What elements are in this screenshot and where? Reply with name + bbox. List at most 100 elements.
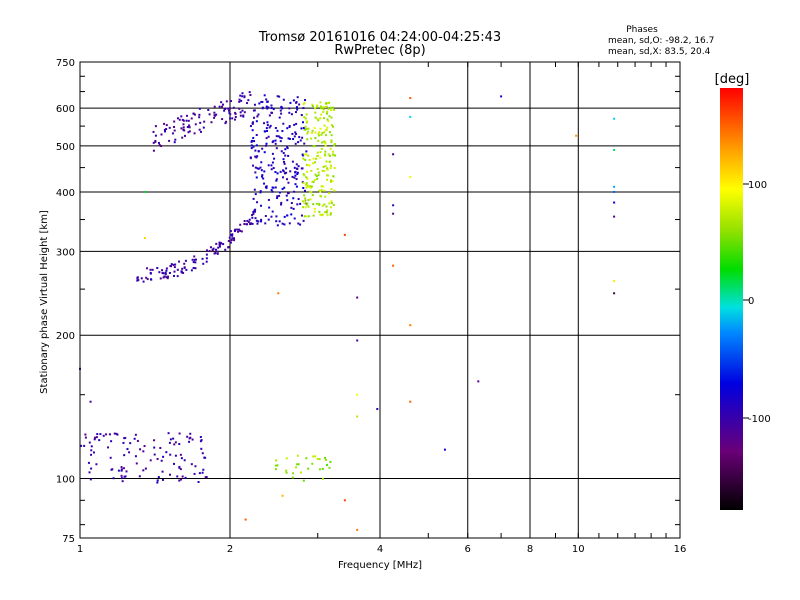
data-point xyxy=(95,436,98,439)
data-point xyxy=(215,242,218,245)
data-point xyxy=(234,115,237,118)
data-point xyxy=(245,223,248,226)
data-point xyxy=(200,447,203,450)
data-point xyxy=(319,190,322,193)
data-point xyxy=(200,439,203,442)
data-point xyxy=(331,180,334,183)
data-point xyxy=(238,228,241,231)
data-point xyxy=(206,249,209,252)
data-point xyxy=(477,380,480,383)
data-point xyxy=(183,459,186,462)
data-point xyxy=(314,116,317,119)
data-point xyxy=(265,105,268,108)
data-point xyxy=(199,121,202,124)
data-point xyxy=(107,446,110,449)
data-point xyxy=(575,134,578,137)
data-point xyxy=(313,210,316,213)
data-point xyxy=(108,433,111,436)
data-point xyxy=(213,116,216,119)
data-point xyxy=(277,292,280,295)
data-point xyxy=(243,220,246,223)
data-point xyxy=(243,223,246,226)
data-point xyxy=(135,462,138,465)
data-point xyxy=(204,476,207,479)
data-point xyxy=(301,167,304,170)
data-point xyxy=(185,268,188,271)
data-point xyxy=(295,178,298,181)
data-point xyxy=(257,150,260,153)
data-point xyxy=(244,518,247,521)
data-point xyxy=(325,160,328,163)
data-point xyxy=(260,175,263,178)
chart-subtitle: RwPretec (8p) xyxy=(334,43,425,58)
data-point xyxy=(231,234,234,237)
data-point xyxy=(146,267,149,270)
data-point xyxy=(270,168,273,171)
data-point xyxy=(288,111,291,114)
data-point xyxy=(271,161,274,164)
data-point xyxy=(238,98,241,101)
data-point xyxy=(230,239,233,242)
data-point xyxy=(136,439,139,442)
data-point xyxy=(161,470,164,473)
data-point xyxy=(162,276,165,279)
data-point xyxy=(356,339,359,342)
data-point xyxy=(309,198,312,201)
data-point xyxy=(128,451,131,454)
data-point xyxy=(123,475,126,478)
data-point xyxy=(180,115,183,118)
data-point xyxy=(176,275,179,278)
data-point xyxy=(265,185,268,188)
data-point xyxy=(307,127,310,130)
data-point xyxy=(192,261,195,264)
data-point xyxy=(240,99,243,102)
data-point xyxy=(307,215,310,218)
data-point xyxy=(192,112,195,115)
data-point xyxy=(194,123,197,126)
data-point xyxy=(325,105,328,108)
data-point xyxy=(252,164,255,167)
data-point xyxy=(275,178,278,181)
data-point xyxy=(332,108,335,111)
data-point xyxy=(272,167,275,170)
data-point xyxy=(198,116,201,119)
data-point xyxy=(314,131,317,134)
data-point xyxy=(198,113,201,116)
data-point xyxy=(280,112,283,115)
data-point xyxy=(259,190,262,193)
data-point xyxy=(275,220,278,223)
data-point xyxy=(267,218,270,221)
data-point xyxy=(259,191,262,194)
data-point xyxy=(319,127,322,130)
data-point xyxy=(329,147,332,150)
data-point xyxy=(297,198,300,201)
data-point xyxy=(320,106,323,109)
data-point xyxy=(272,108,275,111)
data-point xyxy=(298,136,301,139)
data-point xyxy=(201,257,204,260)
data-point xyxy=(313,127,316,130)
data-point xyxy=(295,163,298,166)
data-point xyxy=(270,104,273,107)
data-point xyxy=(178,260,181,263)
data-point xyxy=(205,253,208,256)
y-tick-label: 200 xyxy=(56,331,75,342)
data-point xyxy=(327,174,330,177)
data-point xyxy=(90,453,93,456)
data-point xyxy=(184,476,187,479)
data-point xyxy=(293,166,296,169)
colorbar-tick-0: 0 xyxy=(748,296,754,307)
data-point xyxy=(136,277,139,280)
data-point xyxy=(296,96,299,99)
data-point xyxy=(296,171,299,174)
data-point xyxy=(183,134,186,137)
data-point xyxy=(274,142,277,145)
data-point xyxy=(247,99,250,102)
data-point xyxy=(250,139,253,142)
x-tick-label: 10 xyxy=(572,544,585,555)
data-point xyxy=(140,277,143,280)
data-point xyxy=(299,202,302,205)
data-point xyxy=(316,118,319,121)
data-point xyxy=(229,230,232,233)
data-point xyxy=(93,438,96,441)
